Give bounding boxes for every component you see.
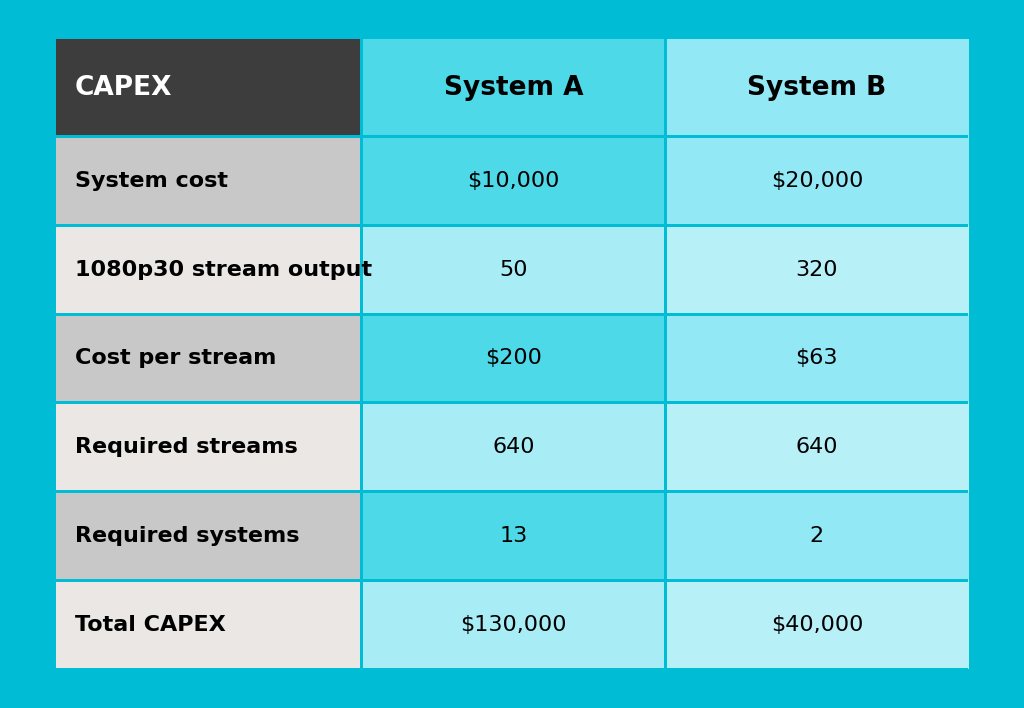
Bar — [56, 137, 361, 225]
Bar — [666, 225, 969, 314]
Bar — [56, 401, 968, 404]
Bar — [56, 39, 361, 137]
Bar — [56, 491, 361, 581]
Bar — [56, 668, 968, 670]
Bar — [666, 581, 969, 669]
Text: $40,000: $40,000 — [771, 615, 863, 634]
Text: $130,000: $130,000 — [460, 615, 566, 634]
Bar — [56, 135, 968, 138]
Text: System B: System B — [748, 75, 887, 101]
Text: $20,000: $20,000 — [771, 171, 863, 191]
Bar — [56, 135, 968, 138]
Text: $10,000: $10,000 — [467, 171, 559, 191]
Text: Cost per stream: Cost per stream — [75, 348, 276, 368]
Bar — [666, 314, 969, 403]
Text: CAPEX: CAPEX — [75, 75, 172, 101]
Text: Required streams: Required streams — [75, 438, 298, 457]
Text: System A: System A — [443, 75, 583, 101]
Bar — [56, 490, 968, 493]
Bar — [56, 225, 361, 314]
Bar — [361, 581, 666, 669]
Text: System cost: System cost — [75, 171, 227, 191]
Text: $63: $63 — [796, 348, 838, 368]
Text: 320: 320 — [796, 260, 838, 280]
Bar — [56, 314, 361, 403]
Bar — [666, 137, 969, 225]
Text: 2: 2 — [810, 526, 824, 546]
Text: 640: 640 — [493, 438, 535, 457]
Text: Required systems: Required systems — [75, 526, 299, 546]
Bar — [664, 39, 667, 669]
Bar — [361, 314, 666, 403]
Bar — [361, 491, 666, 581]
Text: $200: $200 — [485, 348, 542, 368]
Bar — [360, 39, 364, 669]
Bar — [56, 313, 968, 316]
Bar — [361, 403, 666, 491]
Text: 640: 640 — [796, 438, 838, 457]
Text: 50: 50 — [499, 260, 527, 280]
Bar — [56, 403, 361, 491]
Bar — [666, 491, 969, 581]
Text: 13: 13 — [500, 526, 527, 546]
Text: 1080p30 stream output: 1080p30 stream output — [75, 260, 372, 280]
Bar — [361, 225, 666, 314]
Bar — [56, 224, 968, 227]
Bar — [56, 579, 968, 582]
Text: Total CAPEX: Total CAPEX — [75, 615, 225, 634]
Bar — [56, 581, 361, 669]
Bar — [666, 39, 969, 137]
Bar — [361, 39, 666, 137]
Bar — [666, 403, 969, 491]
Bar — [361, 137, 666, 225]
